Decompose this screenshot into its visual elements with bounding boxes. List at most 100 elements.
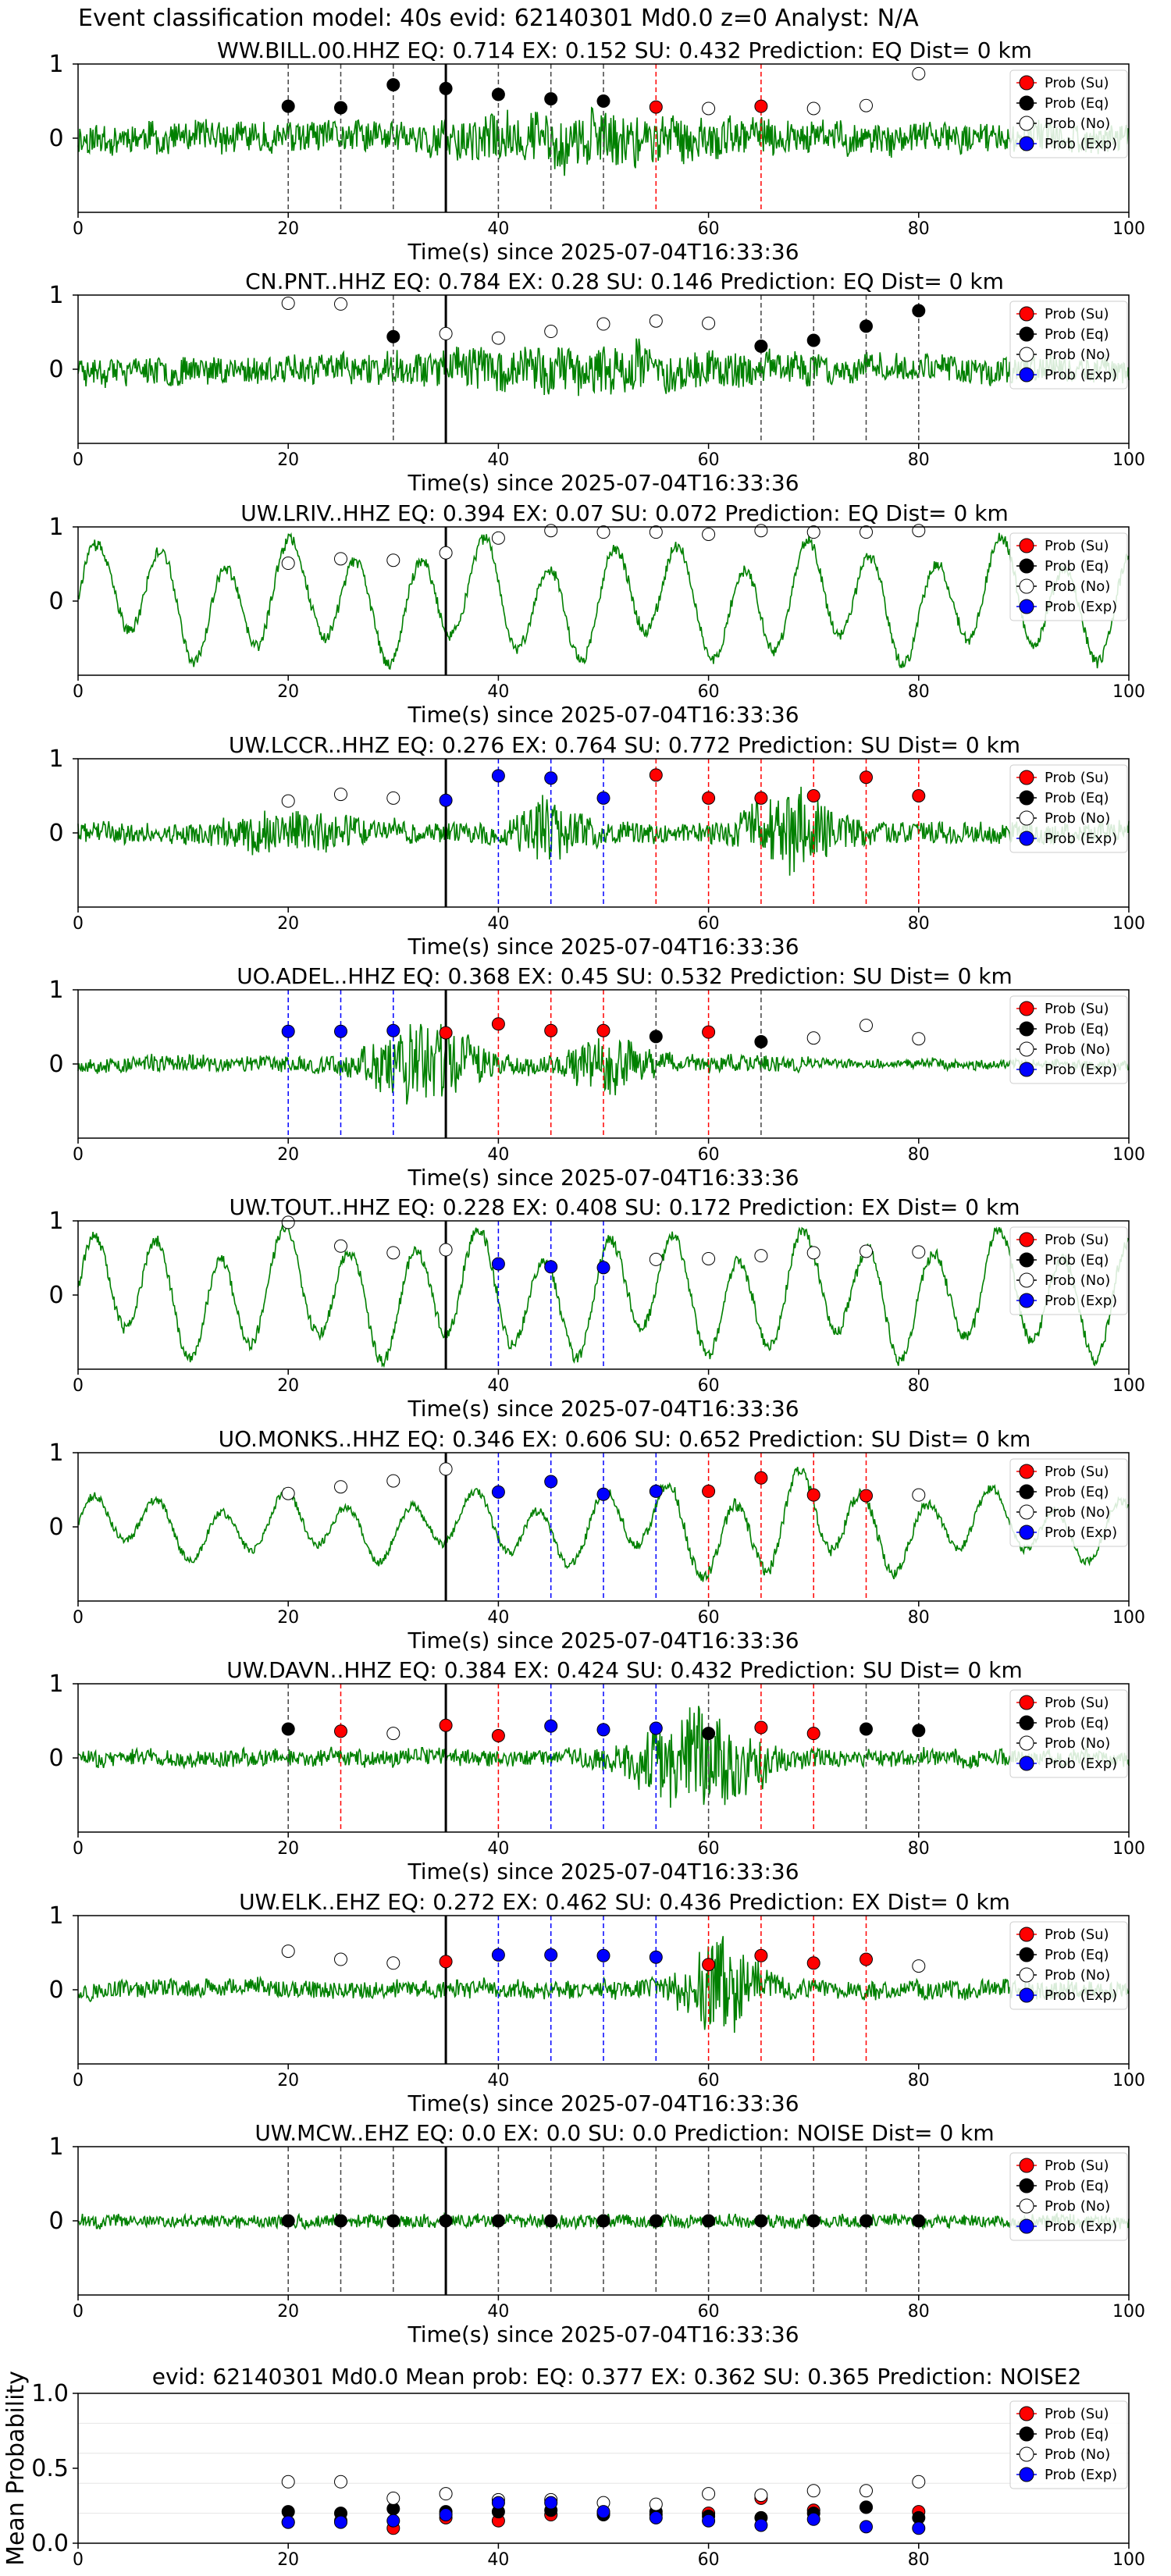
x-tick-label: 100 [1112,1839,1145,1859]
prob-marker-su [806,1727,820,1741]
prob-marker-no [860,1019,873,1033]
mean-marker-no [649,2497,663,2511]
x-tick-label: 80 [908,219,930,239]
x-tick-label: 60 [698,1145,720,1165]
y-tick-label: 0 [48,1976,63,2004]
legend-marker-eq [1019,558,1034,574]
legend-label: Prob (Exp) [1045,136,1117,152]
legend-box [1009,1226,1128,1315]
prob-marker-exp [491,1257,505,1271]
legend-label: Prob (No) [1045,1967,1110,1984]
x-tick-label: 0 [73,1608,84,1628]
legend-marker-no [1019,578,1034,594]
prob-marker-exp [649,1484,663,1498]
prob-marker-eq [386,78,400,92]
legend-marker-no [1019,1041,1034,1057]
prob-marker-no [806,1246,820,1260]
prob-marker-su [806,1488,820,1502]
prob-marker-no [860,525,873,539]
x-tick-label: 100 [1112,914,1145,934]
prob-marker-eq [386,2214,400,2228]
prob-marker-eq [754,2214,768,2228]
panel-title: UO.ADEL..HHZ EQ: 0.368 EX: 0.45 SU: 0.53… [237,963,1013,989]
y-tick-label: 1 [48,282,63,309]
prob-marker-su [702,1484,716,1498]
legend-label: Prob (Eq) [1045,2178,1109,2194]
legend-label: Prob (Exp) [1045,2218,1117,2235]
legend-label: Prob (Su) [1045,1695,1109,1711]
prob-marker-su [702,1025,716,1039]
legend-marker-exp [1019,1062,1034,1077]
legend-label: Prob (Su) [1045,1001,1109,1017]
prob-marker-exp [596,1261,610,1275]
prob-marker-eq [491,87,505,101]
legend-marker-no [1019,2198,1034,2214]
legend-label: Prob (Su) [1045,306,1109,322]
x-tick-label: 100 [1112,450,1145,470]
y-tick-label: 0 [48,125,63,152]
legend-marker-eq [1019,2426,1034,2442]
prob-marker-exp [596,1723,610,1737]
legend-label: Prob (Eq) [1045,1252,1109,1268]
prob-marker-su [334,1724,347,1738]
prob-marker-su [491,1729,505,1742]
legend-marker-su [1019,1464,1034,1479]
legend-marker-su [1019,770,1034,785]
mean-marker-exp [912,2521,926,2535]
legend-marker-su [1019,1232,1034,1247]
prob-marker-no [649,314,663,328]
waveform-panel-10: UW.MCW..EHZ EQ: 0.0 EX: 0.0 SU: 0.0 Pred… [48,2120,1145,2347]
x-tick-label: 80 [908,450,930,470]
panel-title: WW.BILL.00.HHZ EQ: 0.714 EX: 0.152 SU: 0… [217,37,1032,63]
prob-marker-no [281,1944,295,1959]
y-tick-label: 0.0 [31,2530,69,2557]
x-tick-label: 100 [1112,1608,1145,1628]
x-tick-label: 100 [1112,2071,1145,2090]
figure-title: Event classification model: 40s evid: 62… [78,5,919,32]
x-tick-label: 80 [908,1608,930,1628]
waveform-trace [77,1023,1130,1105]
waveform-panel-7: UO.MONKS..HHZ EQ: 0.346 EX: 0.606 SU: 0.… [48,1426,1145,1653]
y-tick-label: 1 [48,977,63,1004]
y-tick-label: 0.5 [31,2455,69,2482]
x-axis-label: Time(s) since 2025-07-04T16:33:36 [407,702,799,728]
prob-marker-eq [281,1722,295,1736]
x-tick-label: 40 [487,1145,509,1165]
legend-marker-exp [1019,2218,1034,2234]
x-axis-label: Time(s) since 2025-07-04T16:33:36 [407,470,799,496]
legend-label: Prob (No) [1045,347,1110,363]
legend-label: Prob (Exp) [1045,1062,1117,1078]
x-tick-label: 80 [908,1145,930,1165]
legend-marker-exp [1019,831,1034,846]
mean-marker-exp [596,2505,610,2519]
prob-marker-no [386,1956,400,1970]
prob-marker-no [754,524,768,538]
legend-label: Prob (Su) [1045,1464,1109,1480]
x-tick-label: 40 [487,1608,509,1628]
waveform-panel-2: CN.PNT..HHZ EQ: 0.784 EX: 0.28 SU: 0.146… [48,269,1145,496]
prob-marker-eq [544,92,558,106]
legend-label: Prob (No) [1045,1504,1110,1521]
x-tick-label: 40 [487,2550,509,2570]
prob-marker-su [754,1720,768,1735]
legend-label: Prob (Su) [1045,770,1109,786]
prob-marker-no [386,1727,400,1741]
prob-marker-no [596,525,610,539]
y-tick-label: 0 [48,1282,63,1309]
legend-label: Prob (Eq) [1045,1715,1109,1731]
x-tick-label: 60 [698,1839,720,1859]
prob-marker-exp [596,1487,610,1501]
prob-marker-no [334,1952,347,1966]
axes-frame [77,526,1130,676]
x-axis-label: Time(s) since 2025-07-04T16:33:36 [407,1165,799,1190]
prob-marker-su [754,791,768,805]
legend-label: Prob (Su) [1045,75,1109,91]
legend-label: Prob (No) [1045,2446,1110,2463]
prob-marker-exp [439,793,453,807]
y-tick-label: 0 [48,2208,63,2235]
prob-marker-su [860,1952,873,1966]
prob-marker-exp [596,1948,610,1962]
mean-marker-no [912,2475,926,2489]
panel-title: UW.ELK..EHZ EQ: 0.272 EX: 0.462 SU: 0.43… [239,1889,1010,1915]
